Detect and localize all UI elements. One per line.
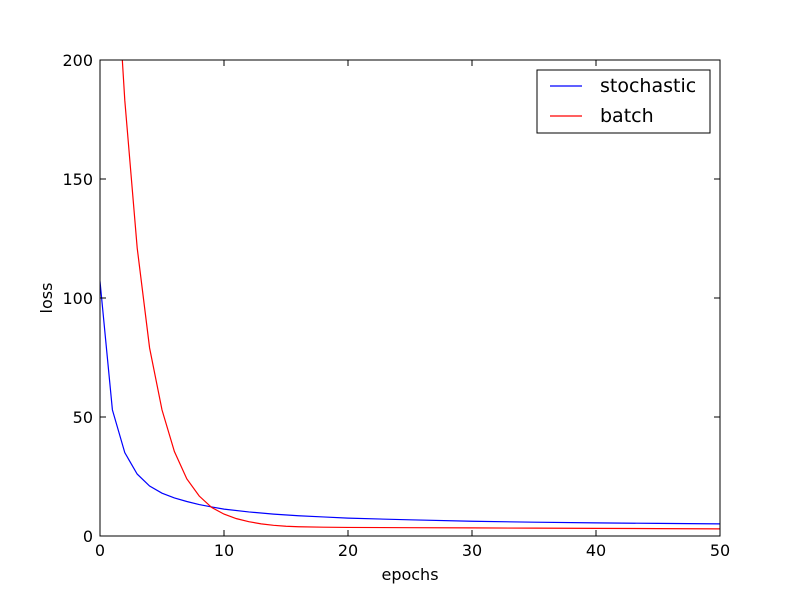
y-tick-label: 100 — [62, 289, 93, 308]
series-line-batch — [121, 60, 720, 530]
plot-area — [100, 60, 720, 530]
x-tick-label: 50 — [710, 541, 730, 560]
y-axis-label: loss — [37, 283, 56, 314]
y-axis: 0 50 100 150 200 — [62, 51, 720, 546]
x-tick-label: 30 — [462, 541, 482, 560]
y-tick-label: 50 — [73, 408, 93, 427]
x-tick-label: 40 — [586, 541, 606, 560]
legend-box — [536, 69, 711, 134]
x-tick-label: 0 — [95, 541, 105, 560]
x-axis: 0 10 20 30 40 50 — [95, 60, 730, 560]
legend-label-stochastic: stochastic — [600, 75, 696, 97]
x-axis-label: epochs — [381, 565, 438, 584]
legend: stochastic batch — [536, 69, 711, 134]
y-tick-label: 0 — [83, 527, 93, 546]
x-tick-label: 10 — [214, 541, 234, 560]
legend-label-batch: batch — [600, 105, 654, 127]
y-tick-label: 150 — [62, 170, 93, 189]
y-tick-label: 200 — [62, 51, 93, 70]
x-tick-label: 20 — [338, 541, 358, 560]
series-line-stochastic — [100, 281, 720, 525]
